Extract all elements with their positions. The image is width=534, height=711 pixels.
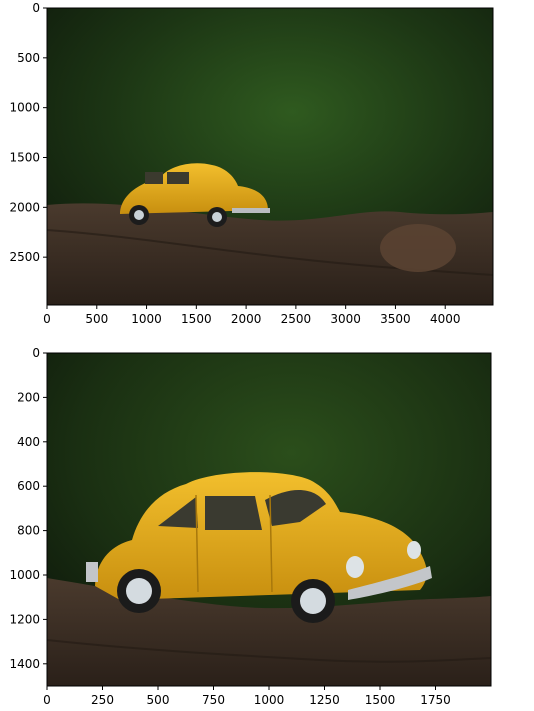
x-tick-label: 1500	[365, 693, 396, 707]
subplot-1: 0 500 1000 1500 2000 2500 3000 3500 4000 0 500 100…	[9, 1, 494, 326]
x-tick-label: 0	[43, 693, 51, 707]
y-tick-label: 1000	[9, 101, 40, 115]
axes-frame-1	[46, 7, 494, 306]
y-tick-label: 0	[32, 346, 40, 360]
x-tick-label: 1250	[309, 693, 340, 707]
x-tick-label: 1000	[131, 312, 162, 326]
y-tick-label: 500	[17, 51, 40, 65]
image-1	[47, 8, 493, 305]
y-tick-label: 2000	[9, 200, 40, 214]
x-tick-label: 0	[43, 312, 51, 326]
y-tick-label: 800	[17, 524, 40, 538]
x-axis-ticks-2: 0 250 500 750 1000 1250 1500 1750	[43, 686, 451, 707]
subplot-2: 0 250 500 750 1000 1250 1500 1750 0 200 400 600 800…	[9, 346, 492, 707]
x-tick-label: 1500	[181, 312, 212, 326]
car-1	[120, 163, 270, 227]
y-tick-label: 600	[17, 479, 40, 493]
y-tick-label: 1000	[9, 568, 40, 582]
x-tick-label: 2000	[231, 312, 262, 326]
image-2	[47, 353, 491, 686]
x-tick-label: 2500	[281, 312, 312, 326]
x-tick-label: 500	[147, 693, 170, 707]
y-tick-label: 2500	[9, 250, 40, 264]
x-tick-label: 4000	[430, 312, 461, 326]
y-tick-label: 1500	[9, 150, 40, 164]
x-tick-label: 750	[202, 693, 225, 707]
y-tick-label: 400	[17, 435, 40, 449]
x-tick-label: 1750	[420, 693, 451, 707]
y-tick-label: 1200	[9, 612, 40, 626]
x-tick-label: 3000	[330, 312, 361, 326]
x-tick-label: 1000	[254, 693, 285, 707]
x-tick-label: 3500	[380, 312, 411, 326]
car-2	[86, 472, 432, 623]
x-tick-label: 500	[85, 312, 108, 326]
x-tick-label: 250	[91, 693, 114, 707]
y-tick-label: 0	[32, 1, 40, 15]
x-axis-ticks-1: 0 500 1000 1500 2000 2500 3000 3500 4000	[43, 305, 460, 326]
y-tick-label: 200	[17, 390, 40, 404]
y-tick-label: 1400	[9, 657, 40, 671]
y-axis-ticks-1: 0 500 1000 1500 2000 2500	[9, 1, 47, 264]
y-axis-ticks-2: 0 200 400 600 800 1000 1200 1400	[9, 346, 47, 671]
